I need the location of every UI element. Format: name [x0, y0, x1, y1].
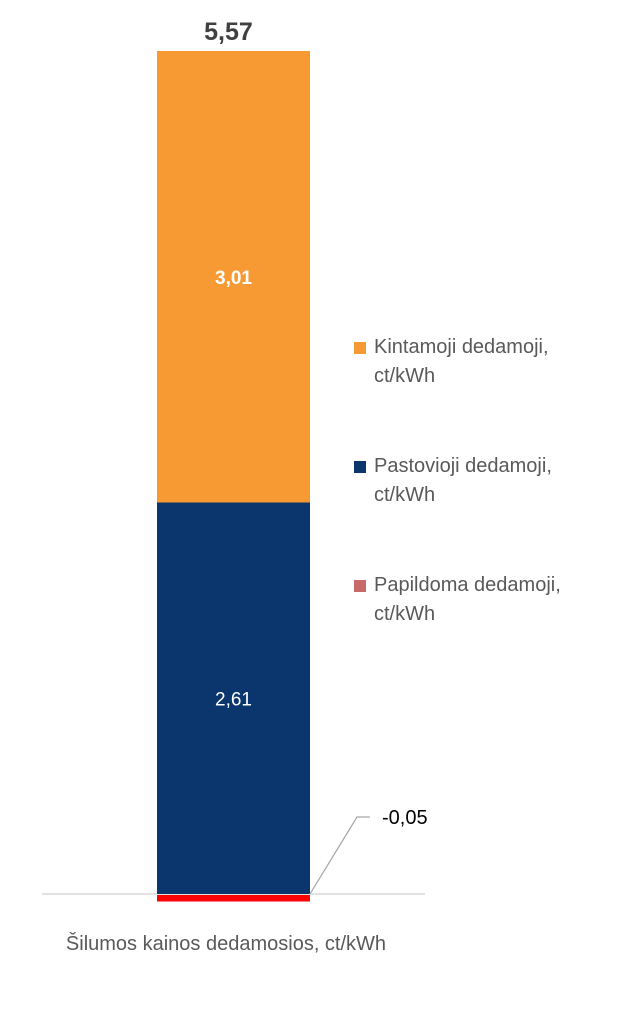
data-label-pastovioji: 2,61	[215, 689, 252, 710]
legend-label-papildoma-line1: Papildoma dedamoji,	[374, 574, 561, 596]
legend-swatch-kintamoji	[354, 342, 366, 354]
x-axis-label: Šilumos kainos dedamosios, ct/kWh	[66, 932, 386, 955]
bar-segment-kintamoji	[157, 51, 310, 503]
legend-swatch-pastovioji	[354, 461, 366, 473]
bar-segment-pastovioji	[157, 502, 310, 894]
bar-segment-papildoma	[157, 895, 310, 902]
leader-line	[309, 816, 370, 895]
legend-label-kintamoji-line2: ct/kWh	[374, 365, 436, 387]
legend-item-pastovioji: Pastovioji dedamoji, ct/kWh	[354, 452, 604, 510]
legend-label-kintamoji-line1: Kintamoji dedamoji,	[374, 336, 549, 358]
legend-label-pastovioji-line2: ct/kWh	[374, 484, 436, 506]
data-label-kintamoji: 3,01	[215, 268, 252, 289]
legend-swatch-papildoma	[354, 580, 366, 592]
data-label-papildoma: -0,05	[382, 807, 428, 829]
legend-item-papildoma: Papildoma dedamoji, ct/kWh	[354, 571, 604, 629]
legend-label-papildoma-line2: ct/kWh	[374, 603, 436, 625]
total-label: 5,57	[204, 18, 253, 46]
legend-item-kintamoji: Kintamoji dedamoji, ct/kWh	[354, 333, 604, 391]
legend-label-pastovioji-line1: Pastovioji dedamoji,	[374, 455, 552, 477]
